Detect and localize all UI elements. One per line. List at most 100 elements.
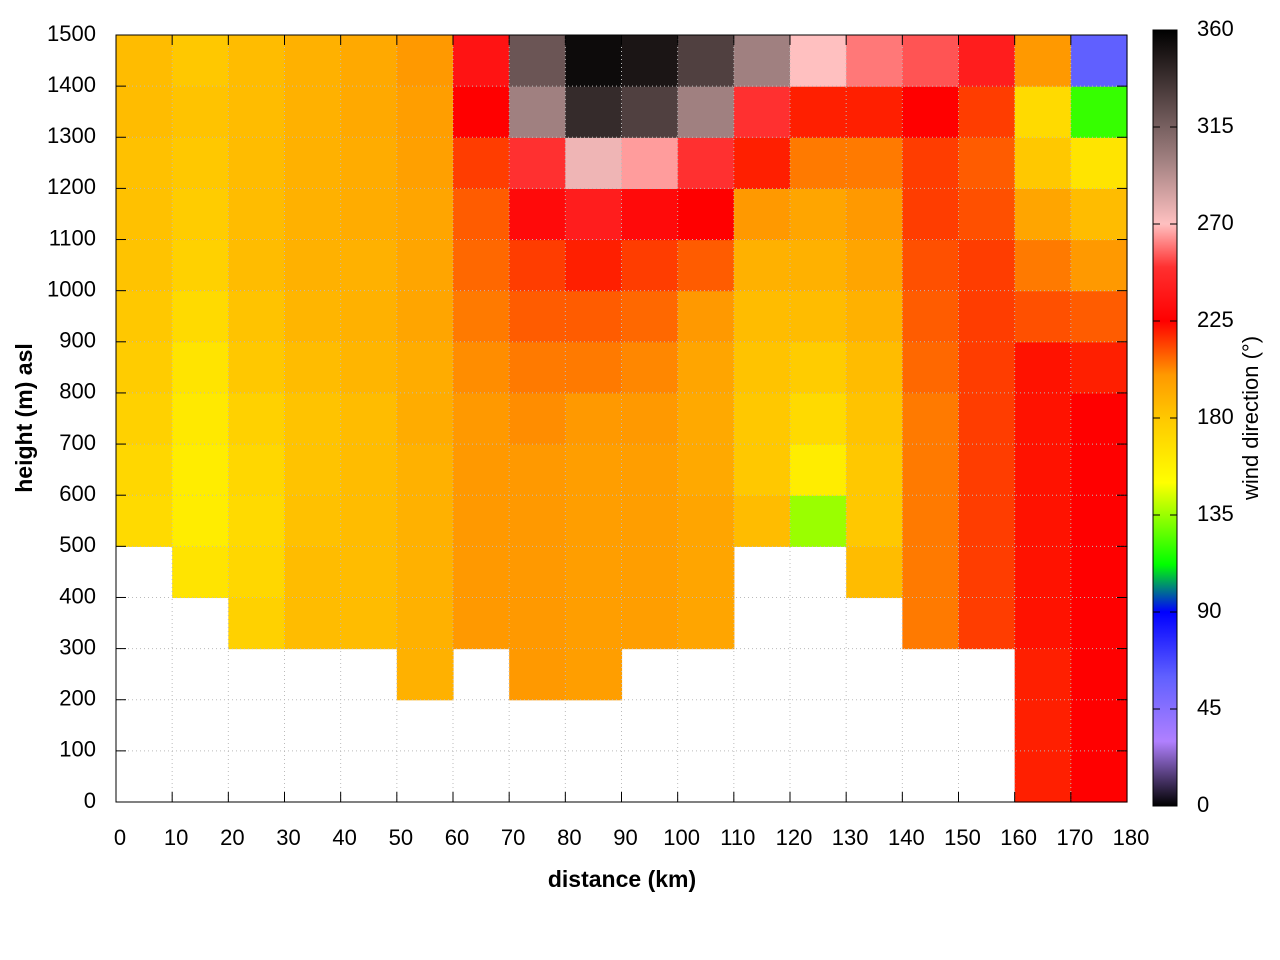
y-tick-label: 1200 (47, 174, 96, 199)
heatmap-cell (396, 648, 454, 701)
heatmap-cell (509, 648, 566, 701)
heatmap-cell (284, 597, 342, 650)
heatmap-cell (1014, 137, 1072, 189)
y-tick-label: 1100 (49, 225, 96, 250)
y-tick-label: 800 (59, 379, 96, 404)
heatmap-cell (958, 239, 1016, 292)
heatmap-cell (1014, 86, 1072, 138)
x-tick-label: 60 (445, 825, 469, 850)
heatmap-cell (677, 444, 735, 496)
heatmap-cell (116, 290, 173, 343)
heatmap-cell (902, 444, 960, 496)
heatmap-cell (116, 444, 173, 496)
heatmap-cell (509, 35, 566, 87)
heatmap-cell (846, 86, 903, 138)
heatmap-cell (228, 341, 286, 394)
heatmap-cell (846, 137, 903, 189)
heatmap-cell (621, 495, 679, 547)
y-tick-label: 1400 (47, 72, 96, 97)
heatmap-cell (565, 444, 623, 496)
heatmap-cell (396, 137, 454, 189)
heatmap-cell (228, 239, 286, 292)
heatmap-cell (453, 495, 510, 547)
heatmap-cell (172, 188, 229, 241)
heatmap-cell (172, 495, 229, 547)
heatmap-cell (621, 188, 679, 241)
heatmap-cell (172, 290, 229, 343)
y-tick-label: 1000 (47, 276, 96, 301)
heatmap-cell (340, 86, 398, 138)
heatmap-cell (1070, 495, 1128, 547)
heatmap-cell (733, 444, 791, 496)
heatmap-cell (340, 341, 398, 394)
y-tick-label: 500 (59, 532, 96, 557)
heatmap-cell (677, 597, 735, 650)
heatmap-cell (677, 495, 735, 547)
heatmap-cell (396, 239, 454, 292)
heatmap-cell (565, 597, 623, 650)
heatmap-cell (172, 137, 229, 189)
heatmap-cell (1014, 648, 1072, 701)
heatmap-cell (846, 341, 903, 394)
heatmap-cell (172, 546, 229, 599)
plot-frame (115, 34, 1128, 803)
heatmap-cell (340, 239, 398, 292)
heatmap-cell (453, 546, 510, 599)
heatmap-cell (958, 35, 1016, 87)
heatmap-cell (509, 444, 566, 496)
heatmap-cell (1014, 392, 1072, 445)
heatmap-cell (565, 290, 623, 343)
heatmap-cell (621, 137, 679, 189)
heatmap-cell (509, 137, 566, 189)
heatmap-cell (790, 137, 847, 189)
colorbar-tick-label: 315 (1197, 113, 1234, 138)
heatmap-cell (340, 597, 398, 650)
heatmap-cell (1070, 444, 1128, 496)
x-tick-label: 40 (332, 825, 356, 850)
heatmap-cell (453, 137, 510, 189)
heatmap-cell (790, 188, 847, 241)
heatmap-cell (565, 239, 623, 292)
heatmap-cell (509, 290, 566, 343)
heatmap-cell (396, 290, 454, 343)
heatmap-cell (902, 239, 960, 292)
heatmap-cell (228, 546, 286, 599)
heatmap-cell (172, 341, 229, 394)
heatmap-cell (116, 137, 173, 189)
heatmap-cell (846, 188, 903, 241)
heatmap-cell (340, 188, 398, 241)
heatmap-cell (1014, 699, 1072, 752)
heatmap-cell (621, 290, 679, 343)
heatmap-cell (958, 495, 1016, 547)
heatmap-cell (846, 290, 903, 343)
heatmap-cell (1014, 444, 1072, 496)
heatmap-cell (396, 86, 454, 138)
heatmap-cell (172, 86, 229, 138)
heatmap-cell (284, 86, 342, 138)
heatmap-cell (1014, 341, 1072, 394)
x-tick-label: 30 (276, 825, 300, 850)
heatmap-cell (116, 341, 173, 394)
heatmap-cell (340, 444, 398, 496)
heatmap-cell (733, 188, 791, 241)
x-tick-label: 130 (832, 825, 869, 850)
heatmap-cell (677, 188, 735, 241)
heatmap-cell (902, 341, 960, 394)
heatmap-cell (733, 239, 791, 292)
x-tick-label: 110 (720, 825, 755, 850)
heatmap-cell (733, 35, 791, 87)
heatmap-cell (677, 137, 735, 189)
heatmap-cell (509, 86, 566, 138)
heatmap-cell (902, 597, 960, 650)
heatmap-cell (565, 648, 623, 701)
heatmap-cell (621, 392, 679, 445)
heatmap-cell (116, 188, 173, 241)
heatmap-cell (340, 290, 398, 343)
heatmap-cell (846, 239, 903, 292)
y-tick-label: 300 (59, 634, 96, 659)
heatmap-cell (396, 444, 454, 496)
heatmap-cell (228, 495, 286, 547)
heatmap-cell (621, 546, 679, 599)
colorbar-tick-label: 360 (1197, 16, 1234, 41)
